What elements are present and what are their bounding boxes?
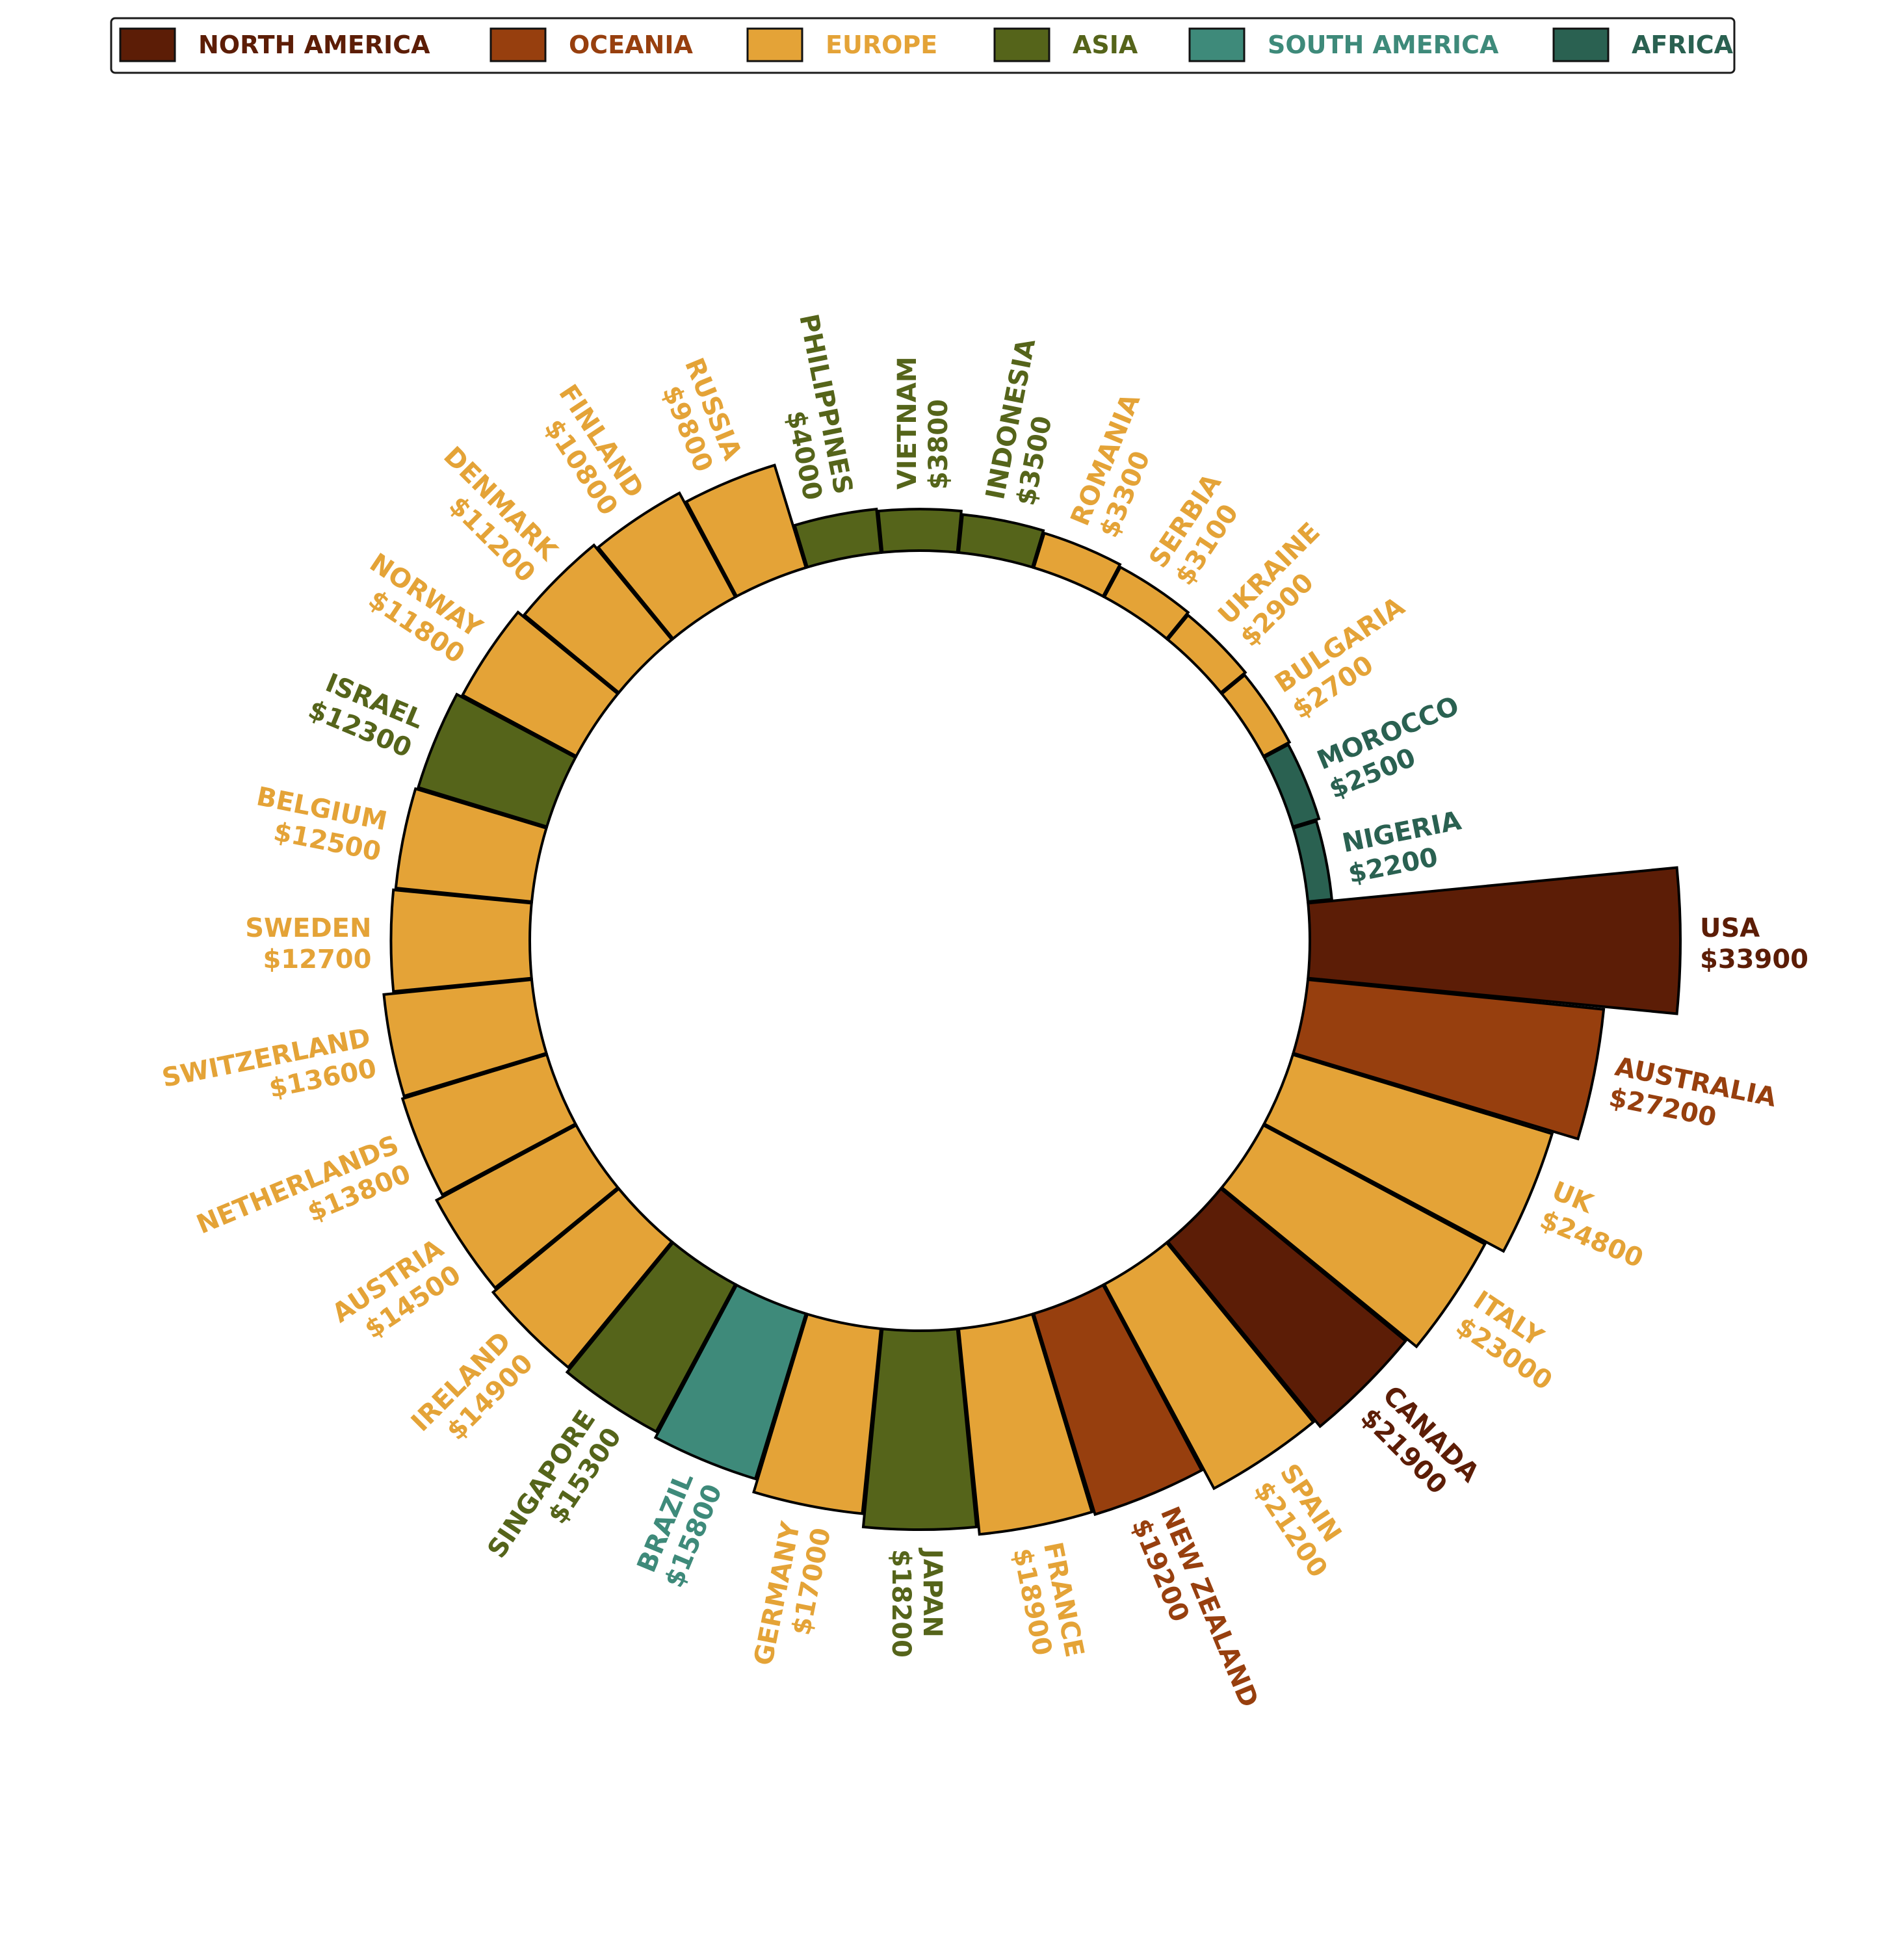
label-group-new-zealand: NEW ZEALAND$19200 (1126, 1502, 1264, 1712)
bar-australia (1292, 978, 1606, 1141)
bar-ukraine (1166, 613, 1247, 695)
label-group-italy: ITALY$23000 (1450, 1285, 1557, 1396)
bar-belgium (394, 787, 548, 904)
bar-usa (1307, 866, 1682, 1015)
label-group-switzerland: SWITZERLAND$13600 (160, 1023, 379, 1104)
bar-singapore (565, 1240, 737, 1433)
label-group-nigeria: NIGERIA$2200 (1340, 806, 1464, 889)
bar-uk (1262, 1052, 1554, 1253)
label-group-austria: AUSTRIA$14500 (327, 1234, 466, 1345)
label-group-belgium: BELGIUM$12500 (254, 781, 389, 867)
label-group-spain: SPAIN$21200 (1248, 1459, 1347, 1583)
label-group-france: FRANCE$18900 (1007, 1539, 1089, 1660)
bar-netherlands (400, 1052, 577, 1197)
label-group-vietnam: VIETNAM $3800 (893, 356, 954, 490)
label-group-brazil: BRAZIL$15800 (632, 1468, 729, 1591)
legend-swatch (1552, 27, 1610, 62)
bar-canada (1166, 1186, 1408, 1429)
legend-label: ASIA (1073, 31, 1138, 59)
bar-israel (416, 692, 577, 829)
value-label: $3800 (924, 399, 954, 490)
category-label: VIETNAM (893, 356, 922, 490)
category-label: USA (1700, 913, 1760, 943)
legend-label: AFRICA (1632, 31, 1734, 59)
legend-swatch (489, 27, 547, 62)
bars-layer (382, 464, 1682, 1536)
bar-italy (1219, 1123, 1487, 1349)
label-group-finland: FINLAND$10800 (538, 380, 649, 521)
bar-denmark (522, 543, 674, 695)
legend-entry-south-america: SOUTH AMERICA (1188, 27, 1499, 62)
bar-brazil (653, 1283, 808, 1481)
label-group-russia: RUSSIA$9800 (657, 354, 748, 476)
legend-label: EUROPE (826, 31, 937, 59)
legend-entry-africa: AFRICA (1552, 27, 1734, 62)
label-group-canada: CANADA$21900 (1355, 1380, 1485, 1500)
label-group-uk: UK$24800 (1535, 1176, 1647, 1274)
legend-label: SOUTH AMERICA (1268, 31, 1499, 59)
label-group-israel: ISRAEL$12300 (304, 668, 428, 763)
bar-bulgaria (1219, 673, 1292, 758)
category-label: JAPAN (917, 1547, 947, 1638)
bar-norway (460, 610, 620, 758)
category-label: SWEDEN (245, 913, 371, 943)
label-group-australia: AUSTRALIA$27200 (1606, 1052, 1779, 1133)
label-group-denmark: DENMARK$11200 (437, 441, 564, 588)
label-group-sweden: SWEDEN$12700 (245, 913, 371, 974)
value-label: $18200 (886, 1549, 916, 1658)
bar-austria (434, 1123, 620, 1290)
bar-nigeria (1292, 819, 1333, 904)
bar-russia (685, 464, 808, 598)
label-group-netherlands: NETHERLANDS$13800 (192, 1130, 415, 1240)
label-group-germany: GERMANY$17000 (748, 1519, 837, 1668)
bar-switzerland (382, 978, 548, 1098)
label-group-ireland: IRELAND$14900 (406, 1326, 539, 1446)
bar-finland (596, 491, 737, 641)
bar-sweden (389, 888, 533, 993)
value-label: $24800 (1535, 1205, 1647, 1274)
legend-swatch (746, 27, 803, 62)
bar-morocco (1262, 742, 1321, 829)
legend-entry-asia: ASIA (993, 27, 1138, 62)
bar-spain (1102, 1240, 1316, 1491)
legend-swatch (1188, 27, 1245, 62)
bar-serbia (1102, 565, 1190, 641)
bar-romania (1032, 531, 1122, 598)
bar-ireland (491, 1186, 674, 1370)
legend-label: OCEANIA (569, 31, 694, 59)
label-group-japan: JAPAN$18200 (886, 1547, 947, 1658)
bar-new-zealand (1032, 1283, 1204, 1517)
value-label: $33900 (1700, 945, 1808, 974)
value-label: $12700 (263, 945, 371, 974)
bar-indonesia (957, 513, 1045, 569)
bar-vietnam (877, 508, 963, 554)
label-group-usa: USA$33900 (1700, 913, 1808, 974)
label-group-norway: NORWAY$11800 (363, 548, 488, 670)
legend-entry-north-america: NORTH AMERICA (119, 27, 430, 62)
label-group-ukraine: UKRAINE$2900 (1212, 517, 1326, 653)
label-group-singapore: SINGAPORE$15300 (482, 1405, 627, 1563)
bar-germany (752, 1313, 883, 1515)
legend-entry-europe: EUROPE (746, 27, 937, 62)
bar-philippines (793, 507, 883, 569)
legend-swatch (993, 27, 1050, 62)
label-group-serbia: SERBIA$3100 (1143, 469, 1244, 591)
legend: NORTH AMERICA OCEANIA EUROPE ASIA SOUTH AMER… (110, 17, 1736, 74)
label-group-romania: ROMANIA$3300 (1065, 389, 1156, 542)
label-group-morocco: MOROCCO$2500 (1313, 690, 1463, 804)
bar-france (957, 1313, 1094, 1536)
bar-japan (861, 1327, 978, 1531)
legend-label: NORTH AMERICA (198, 31, 430, 59)
legend-entry-oceania: OCEANIA (489, 27, 694, 62)
legend-swatch (119, 27, 176, 62)
label-group-indonesia: INDONESIA$3500 (980, 336, 1058, 508)
